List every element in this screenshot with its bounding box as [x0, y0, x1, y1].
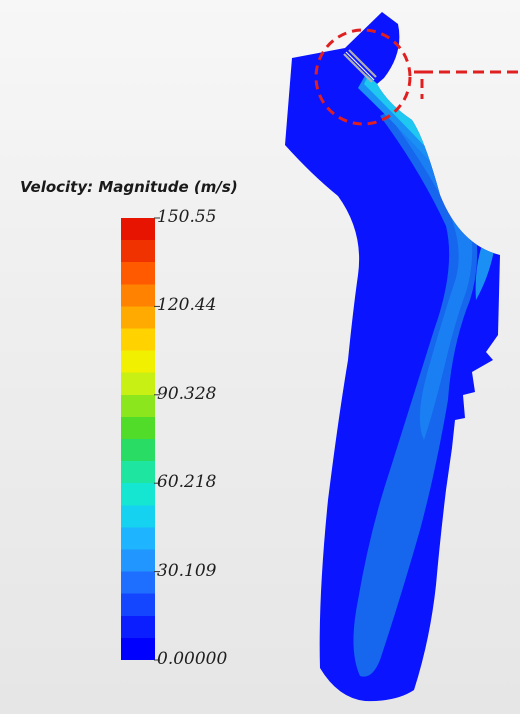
colorbar: [121, 218, 155, 660]
legend-title: Velocity: Magnitude (m/s): [20, 178, 238, 196]
highlight-circle: [314, 28, 412, 126]
colorbar-tick-label: 90.328: [157, 383, 217, 404]
inlet-nozzle: [343, 49, 377, 83]
velocity-plume-outer: [353, 108, 478, 677]
colorbar-tick-label: 120.44: [157, 295, 217, 316]
inlet-highlight: [314, 28, 520, 126]
fluid-domain: [285, 12, 500, 702]
colorbar-ticks: [154, 217, 160, 661]
highlight-leader-line: [414, 70, 424, 99]
colorbar-tick-label: 0.00000: [157, 649, 228, 669]
colorbar-tick-label: 150.55: [157, 207, 217, 227]
colorbar-tick-label: 30.109: [157, 560, 217, 581]
colorbar-tick-label: 60.218: [157, 472, 217, 493]
